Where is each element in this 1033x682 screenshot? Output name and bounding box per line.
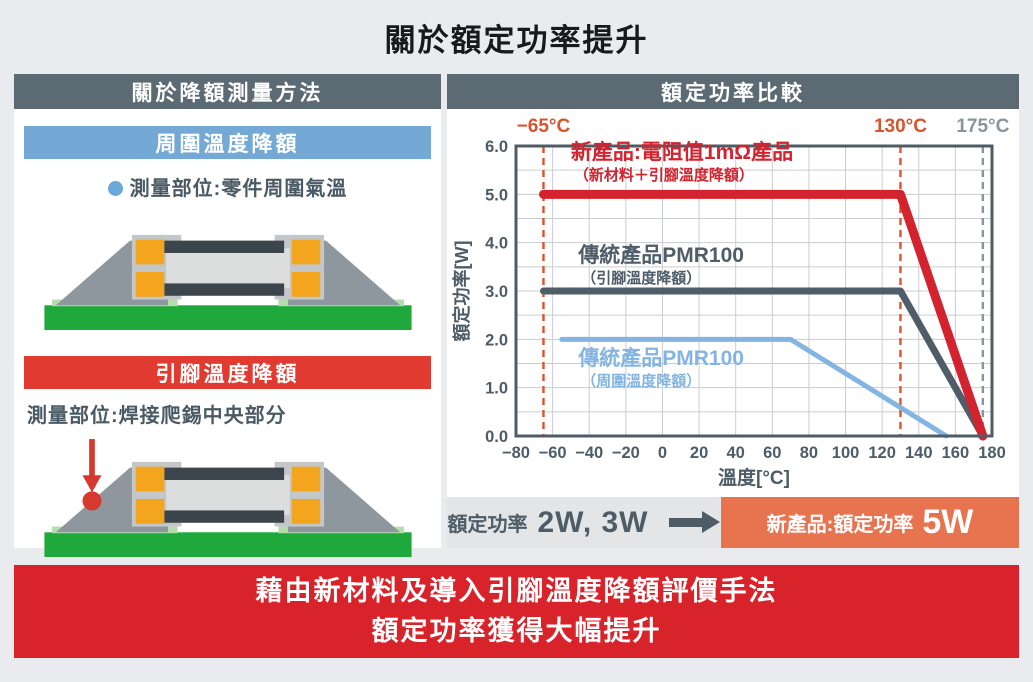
electrode-top	[163, 240, 284, 253]
banner-line-2: 額定功率獲得大幅提升	[371, 615, 662, 646]
page-title: 關於額定功率提升	[384, 22, 649, 58]
measure-point-arrow-icon	[81, 439, 101, 511]
electrode-bottom	[163, 283, 284, 296]
derating-curve-chart: −65°C 130°C 175°C −80 −60 −40 −20 0 20 40 60 80 100 1…	[451, 116, 1010, 489]
svg-text:0: 0	[658, 444, 667, 462]
svg-text:（新材料＋引腳溫度降額）: （新材料＋引腳溫度降額）	[574, 166, 754, 184]
old-power-value: 2W, 3W	[537, 505, 649, 539]
content-panels: 關於降額測量方法 周圍溫度降額 測量部位:零件周圍氣溫	[14, 74, 1019, 558]
svg-text:−60: −60	[539, 444, 567, 462]
derating-method-panel: 關於降額測量方法 周圍溫度降額 測量部位:零件周圍氣溫	[14, 74, 441, 558]
ambient-measure-note: 測量部位:零件周圍氣溫	[24, 172, 431, 201]
svg-text:4.0: 4.0	[485, 235, 508, 253]
svg-text:−40: −40	[575, 444, 603, 462]
resistor-component	[131, 461, 324, 527]
terminal-bottom-left	[135, 272, 164, 297]
svg-text:100: 100	[832, 444, 860, 462]
svg-text:−65°C: −65°C	[517, 116, 571, 137]
right-panel-header: 額定功率比較	[447, 74, 1019, 109]
svg-text:（周圍溫度降額）: （周圍溫度降額）	[581, 372, 701, 390]
left-panel-header: 關於降額測量方法	[14, 74, 441, 109]
svg-text:（引腳溫度降額）: （引腳溫度降額）	[581, 269, 701, 287]
svg-text:5.0: 5.0	[485, 186, 508, 204]
terminal-bottom-left	[135, 499, 164, 524]
svg-text:0.0: 0.0	[485, 428, 508, 446]
terminal-top-right	[291, 466, 320, 492]
new-power-box: 新產品:額定功率 5W	[721, 497, 1019, 548]
svg-text:傳統產品PMR100: 傳統產品PMR100	[577, 243, 744, 267]
ambient-note-text: 測量部位:零件周圍氣溫	[129, 178, 348, 200]
terminal-top-left	[135, 466, 164, 492]
svg-text:175°C: 175°C	[956, 116, 1009, 137]
svg-text:140: 140	[905, 444, 933, 462]
bullet-circle-icon	[107, 181, 123, 196]
conclusion-banner: 藉由新材料及導入引腳溫度降額評價手法 額定功率獲得大幅提升	[14, 565, 1019, 658]
svg-text:160: 160	[942, 444, 970, 462]
left-panel-body: 周圍溫度降額 測量部位:零件周圍氣溫	[14, 126, 441, 561]
old-power-label: 額定功率	[447, 514, 528, 536]
svg-text:新產品:電阻值1mΩ產品: 新產品:電阻值1mΩ產品	[571, 140, 793, 164]
new-power-label: 新產品:額定功率	[766, 514, 914, 536]
terminal-bottom-right	[291, 272, 320, 297]
svg-text:120: 120	[868, 444, 896, 462]
svg-text:−20: −20	[612, 444, 640, 462]
svg-text:180: 180	[978, 444, 1006, 462]
electrode-bottom	[163, 510, 284, 523]
svg-text:6.0: 6.0	[485, 138, 508, 156]
terminal-measure-note: 測量部位:焊接爬錫中央部分	[27, 405, 287, 427]
ambient-measurement-diagram	[43, 234, 412, 331]
power-summary-bar: 額定功率 2W, 3W 新產品:額定功率 5W	[447, 497, 1019, 548]
svg-text:60: 60	[763, 444, 781, 462]
terminal-top-right	[291, 239, 320, 265]
terminal-derating-header: 引腳溫度降額	[24, 356, 431, 389]
electrode-top	[163, 467, 284, 480]
svg-text:溫度[°C]: 溫度[°C]	[718, 466, 790, 489]
new-power-value: 5W	[922, 503, 974, 541]
svg-text:40: 40	[727, 444, 745, 462]
svg-text:1.0: 1.0	[485, 380, 508, 398]
ambient-derating-header: 周圍溫度降額	[24, 126, 431, 159]
terminal-top-left	[135, 239, 164, 265]
svg-text:3.0: 3.0	[485, 283, 508, 301]
banner-line-1: 藉由新材料及導入引腳溫度降額評價手法	[255, 576, 778, 607]
svg-text:傳統產品PMR100: 傳統產品PMR100	[577, 346, 744, 370]
old-power-box: 額定功率 2W, 3W	[447, 497, 721, 548]
resistor-component	[131, 234, 324, 300]
power-comparison-panel: 額定功率比較 −65°C 130°C 175°C −80 −60 −40 −20 0 20 40 6…	[447, 74, 1019, 548]
resistor-body	[165, 248, 290, 289]
terminal-measurement-diagram	[43, 439, 412, 558]
svg-text:20: 20	[690, 444, 708, 462]
terminal-bottom-right	[291, 499, 320, 524]
arrow-right-icon	[668, 511, 720, 533]
svg-text:−80: −80	[502, 444, 530, 462]
svg-text:130°C: 130°C	[874, 116, 927, 137]
svg-text:2.0: 2.0	[485, 331, 508, 349]
svg-text:額定功率[W]: 額定功率[W]	[451, 241, 472, 343]
measure-point-dot	[81, 491, 101, 511]
resistor-body	[165, 475, 290, 516]
svg-text:80: 80	[800, 444, 818, 462]
